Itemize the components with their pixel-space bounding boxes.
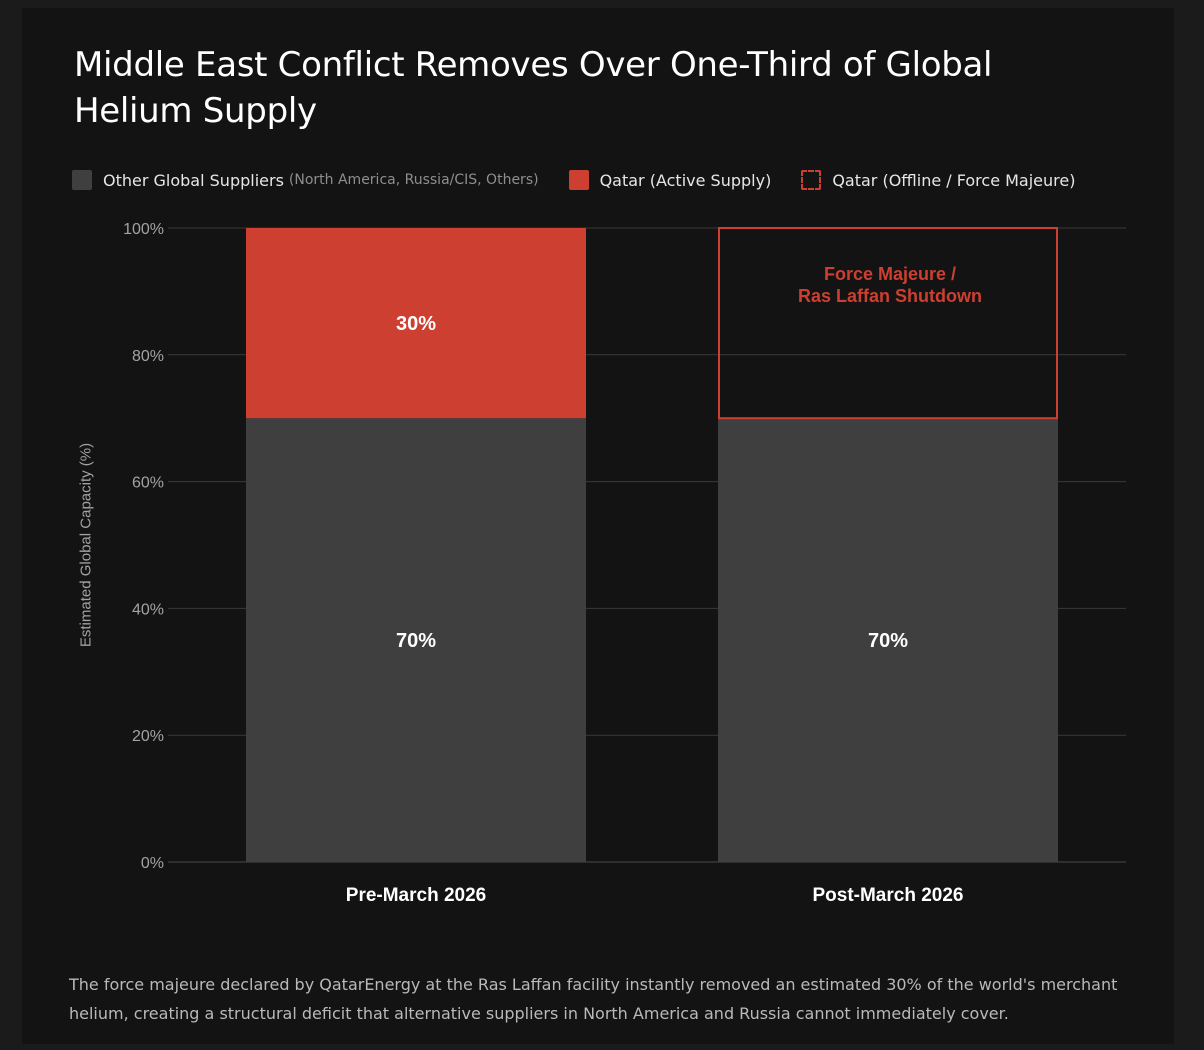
bar-segment-other bbox=[718, 418, 1058, 862]
y-tick-label: 100% bbox=[123, 221, 164, 238]
data-label: 30% bbox=[396, 313, 436, 335]
y-tick-label: 60% bbox=[132, 475, 164, 492]
data-label: 70% bbox=[396, 630, 436, 652]
y-tick-label: 20% bbox=[132, 728, 164, 745]
y-tick-label: 0% bbox=[141, 855, 164, 872]
legend-item-qatar-active: Qatar (Active Supply) bbox=[568, 170, 772, 190]
bar-segment-qatar-offline bbox=[718, 227, 1058, 420]
bar-segment-other bbox=[246, 418, 586, 862]
legend-label-qatar-offline: Qatar (Offline / Force Majeure) bbox=[832, 170, 1076, 190]
chart-caption: The force majeure declared by QatarEnerg… bbox=[69, 975, 1118, 1023]
legend-item-other: Other Global Suppliers (North America, R… bbox=[72, 170, 539, 190]
x-tick-label: Pre-March 2026 bbox=[346, 885, 486, 906]
y-tick-label: 40% bbox=[132, 601, 164, 618]
chart-plot: 0% 20% 40% 60% 80% 100% 70% 30% Pre-March 2026 70… bbox=[123, 221, 1126, 906]
legend-label-qatar-active: Qatar (Active Supply) bbox=[599, 170, 772, 190]
chart-legend: Other Global Suppliers (North America, R… bbox=[72, 166, 1105, 194]
bar-annotation: Force Majeure / Ras Laffan Shutdown bbox=[798, 264, 982, 306]
legend-note-other: (North America, Russia/CIS, Others) bbox=[288, 172, 539, 188]
x-tick-label: Post-March 2026 bbox=[812, 885, 963, 906]
legend-swatch-qatar-active bbox=[568, 170, 589, 190]
legend-label-other: Other Global Suppliers bbox=[103, 170, 284, 190]
legend-item-qatar-offline: Qatar (Offline / Force Majeure) bbox=[801, 170, 1075, 190]
legend-swatch-other bbox=[72, 170, 92, 190]
bar-segment-qatar-active bbox=[246, 228, 586, 419]
data-label: 70% bbox=[868, 630, 908, 652]
y-tick-label: 80% bbox=[132, 348, 164, 365]
chart-title: Middle East Conflict Removes Over One-Th… bbox=[74, 45, 993, 131]
legend-swatch-qatar-offline bbox=[801, 170, 822, 190]
